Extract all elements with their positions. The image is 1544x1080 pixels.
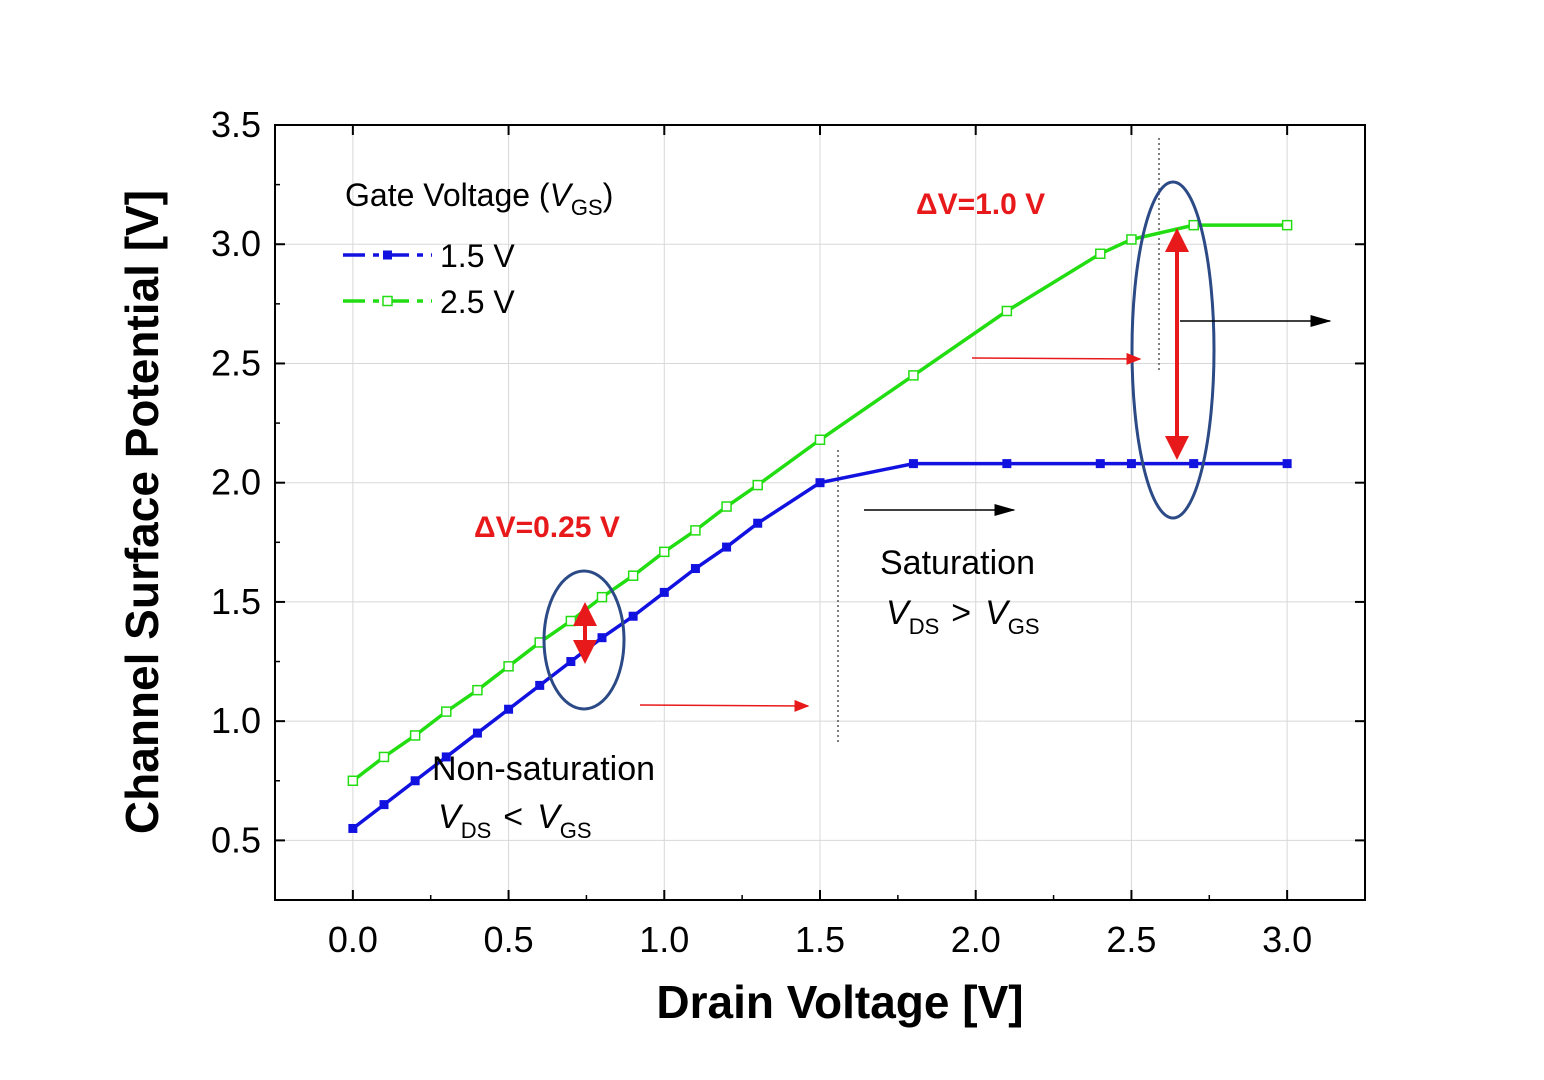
x-tick-label: 2.0	[951, 919, 1001, 960]
saturation-label: Saturation	[880, 544, 1035, 582]
data-point	[472, 684, 483, 696]
legend-entries: 1.5 V 2.5 V	[343, 238, 515, 320]
data-point	[628, 611, 638, 621]
data-point	[1126, 234, 1137, 245]
series-1	[347, 219, 1293, 787]
ellipse-small	[542, 569, 626, 711]
data-point	[1001, 305, 1013, 317]
data-point	[1281, 219, 1293, 231]
y-tick-label: 2.5	[211, 342, 261, 383]
data-point	[722, 542, 732, 552]
legend-title: Gate Voltage (VGS)	[345, 177, 613, 220]
series-layer	[347, 219, 1293, 833]
legend-label: 2.5 V	[440, 284, 515, 320]
x-tick-label: 3.0	[1262, 919, 1312, 960]
dv-large-label: ΔV=1.0 V	[916, 188, 1045, 221]
y-tick-label: 3.5	[211, 104, 261, 145]
data-point	[908, 459, 918, 469]
data-point	[1126, 459, 1136, 469]
data-point	[1188, 219, 1199, 231]
data-point	[721, 501, 732, 512]
y-tick-label: 2.0	[211, 462, 261, 503]
data-point	[504, 704, 514, 714]
x-axis-title: Drain Voltage [V]	[656, 976, 1023, 1028]
data-point	[441, 752, 451, 762]
data-point	[1095, 248, 1106, 260]
pointer-arrow-small	[639, 699, 810, 712]
data-point	[659, 587, 669, 597]
data-point	[566, 657, 576, 667]
data-point	[815, 478, 825, 488]
ellipse-large	[1130, 180, 1216, 520]
non-saturation-condition: VDS < VGS	[438, 798, 592, 843]
legend-entry: 2.5 V	[343, 284, 515, 320]
y-tick-labels: 0.5 1.0 1.5 2.0 2.5 3.0 3.5	[211, 104, 261, 860]
y-tick-label: 1.0	[211, 700, 261, 741]
x-tick-label: 2.5	[1106, 919, 1156, 960]
data-point	[752, 479, 763, 491]
data-point	[597, 633, 607, 643]
data-point	[753, 518, 763, 528]
y-axis-title: Channel Surface Potential [V]	[116, 190, 168, 834]
legend-label: 1.5 V	[440, 238, 515, 274]
non-saturation-label: Non-saturation	[432, 750, 655, 788]
data-point	[535, 680, 545, 690]
data-point	[1282, 459, 1292, 469]
y-tick-label: 3.0	[211, 223, 261, 264]
data-point	[814, 434, 826, 446]
data-point	[410, 776, 420, 786]
dv-small-label: ΔV=0.25 V	[474, 511, 620, 544]
data-point	[347, 775, 359, 787]
data-point	[472, 728, 482, 738]
x-tick-labels: 0.0 0.5 1.0 1.5 2.0 2.5 3.0	[328, 919, 1312, 960]
legend-swatch-marker	[382, 295, 393, 307]
x-tick-label: 0.0	[328, 919, 378, 960]
y-tick-label: 0.5	[211, 819, 261, 860]
ticks	[275, 124, 1365, 900]
data-point	[378, 751, 390, 763]
data-point	[379, 800, 389, 810]
data-point	[690, 564, 700, 574]
data-point	[659, 546, 670, 558]
x-tick-label: 1.0	[639, 919, 689, 960]
saturation-condition: VDS > VGS	[886, 594, 1040, 639]
x-tick-label: 0.5	[484, 919, 534, 960]
series-0	[348, 459, 1292, 833]
legend: Gate Voltage (VGS) 1.5 V 2.5 V	[343, 177, 613, 320]
data-point	[348, 823, 358, 833]
data-point	[690, 525, 701, 536]
y-tick-label: 1.5	[211, 581, 261, 622]
x-tick-label: 1.5	[795, 919, 845, 960]
legend-entry: 1.5 V	[343, 238, 515, 274]
data-point	[596, 591, 608, 603]
data-point	[1189, 459, 1199, 469]
data-point	[908, 370, 919, 381]
data-point	[503, 661, 514, 672]
legend-swatch-marker	[383, 250, 392, 260]
pointer-arrow-large	[971, 352, 1142, 365]
data-point	[409, 730, 421, 741]
data-point	[441, 706, 452, 717]
data-point	[627, 570, 639, 581]
data-point	[1002, 459, 1012, 469]
data-point	[1095, 459, 1105, 469]
data-point	[565, 615, 577, 627]
